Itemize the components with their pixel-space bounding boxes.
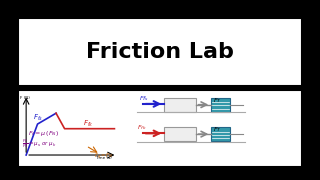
Bar (211, 98, 230, 112)
Text: Friction Lab: Friction Lab (86, 42, 234, 62)
Text: $F_{fs}$: $F_{fs}$ (33, 112, 44, 123)
Bar (164, 98, 196, 112)
Text: $F_T$: $F_T$ (213, 96, 221, 105)
Text: $F_f = \mu\,(F_N)$: $F_f = \mu\,(F_N)$ (28, 129, 59, 138)
Text: $F_{fk}$: $F_{fk}$ (83, 119, 94, 129)
Text: $F_T$: $F_T$ (213, 125, 221, 134)
Bar (211, 127, 230, 141)
Text: $F_g=F_N$: $F_g=F_N$ (94, 152, 114, 162)
Text: $\frac{F_E}{F_N} = \mu_s$ or $\mu_k$: $\frac{F_E}{F_N} = \mu_s$ or $\mu_k$ (22, 137, 56, 150)
Text: $Ff_s$: $Ff_s$ (139, 94, 148, 103)
Text: $F_{fk}$: $F_{fk}$ (137, 123, 147, 132)
Text: Time (s): Time (s) (95, 156, 112, 160)
Text: F (N): F (N) (20, 96, 30, 100)
Bar (164, 127, 196, 141)
